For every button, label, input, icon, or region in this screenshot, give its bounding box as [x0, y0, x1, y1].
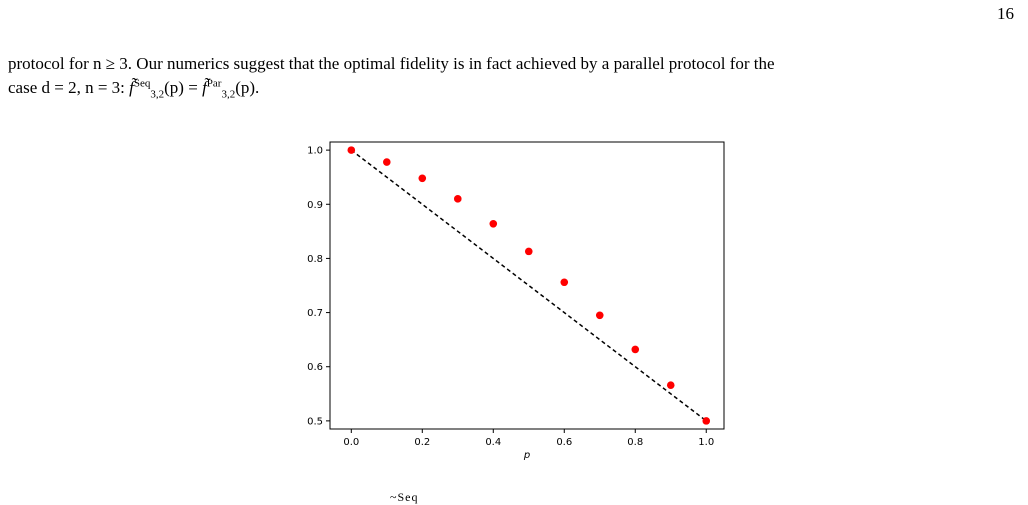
paragraph-period: .	[255, 78, 260, 97]
data-point	[631, 345, 640, 354]
equals-sign: =	[188, 78, 198, 97]
f-seq-symbol: f̃	[129, 78, 134, 97]
x-axis-label: p	[523, 450, 530, 461]
x-tick-label: 0.0	[343, 437, 359, 448]
reference-dashed-line	[350, 149, 707, 422]
data-point	[666, 381, 675, 389]
x-tick-label: 0.2	[414, 437, 430, 448]
data-point	[560, 278, 569, 287]
par-argument: (p)	[235, 78, 256, 97]
par-superscript: Par	[206, 77, 222, 90]
seq-argument: (p)	[164, 78, 184, 97]
body-paragraph: protocol for n ≥ 3. Our numerics suggest…	[8, 52, 1020, 100]
data-point	[347, 146, 356, 154]
data-point	[382, 158, 391, 166]
f-par-symbol: f̃	[202, 78, 207, 97]
plot-frame	[329, 141, 725, 430]
paragraph-line-2-prefix: case d = 2, n = 3:	[8, 78, 125, 97]
data-point	[524, 247, 533, 256]
data-point	[702, 417, 711, 425]
page-number: 16	[997, 4, 1014, 23]
y-tick-label: 0.5	[307, 416, 323, 427]
x-tick-label: 0.8	[627, 437, 643, 448]
x-tick-label: 0.6	[556, 437, 572, 448]
par-subscript: 3,2	[221, 88, 236, 101]
figure-caption-fragment: ~Seq	[390, 490, 419, 504]
paragraph-line-1: protocol for n ≥ 3. Our numerics suggest…	[8, 54, 775, 73]
seq-superscript: Seq	[133, 77, 151, 90]
x-tick-label: 1.0	[698, 437, 714, 448]
y-tick-label: 0.8	[307, 254, 323, 265]
data-point	[418, 174, 427, 183]
y-tick-label: 1.0	[307, 146, 323, 157]
y-tick-label: 0.6	[307, 362, 323, 373]
y-tick-label: 0.9	[307, 200, 323, 211]
y-tick-label: 0.7	[307, 308, 323, 319]
data-point	[453, 195, 462, 203]
seq-subscript: 3,2	[150, 88, 165, 101]
data-point	[489, 219, 498, 228]
fidelity-scatter-plot: 0.0 0.2 0.4 0.6 0.8 1.0 0.5 0.6 0.7 0.8 0.9 1.0 p	[307, 141, 725, 461]
x-tick-label: 0.4	[485, 437, 501, 448]
data-point	[595, 311, 604, 320]
